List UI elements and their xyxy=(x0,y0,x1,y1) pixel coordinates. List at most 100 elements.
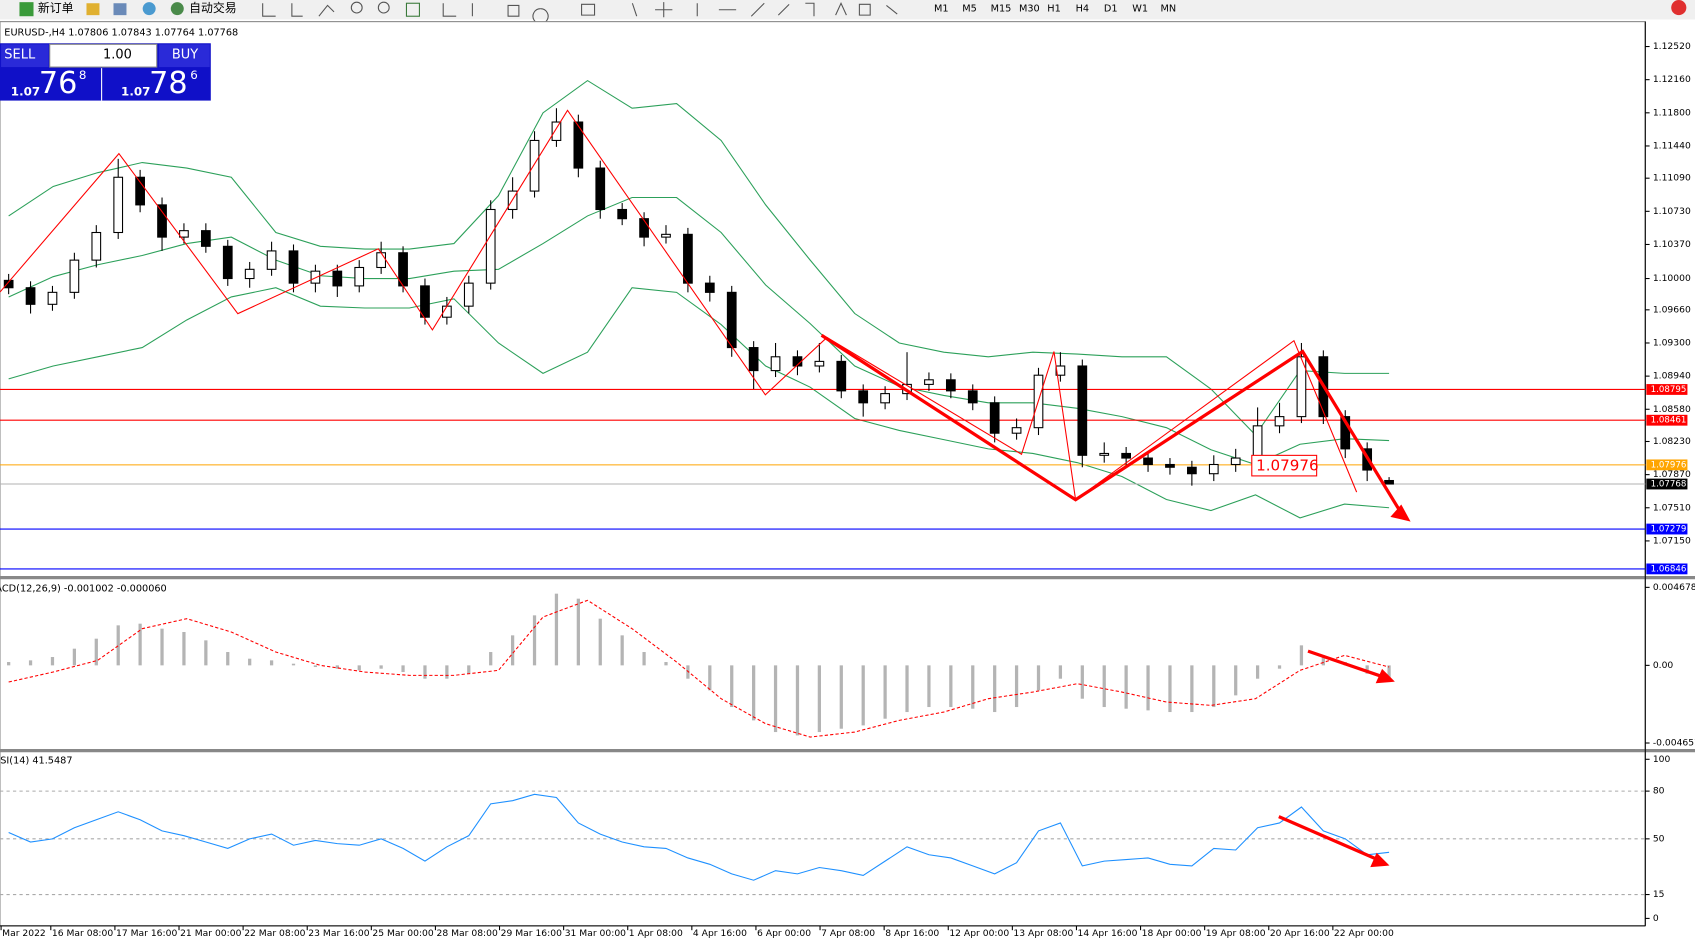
macd-bar xyxy=(1387,665,1391,683)
macd-bar xyxy=(1058,665,1063,679)
macd-bar xyxy=(1080,665,1084,699)
candle-body xyxy=(617,208,628,220)
candle-body xyxy=(200,230,211,247)
band-line xyxy=(8,287,1390,519)
candle-body xyxy=(1187,466,1197,475)
timeframe-button[interactable]: W1 xyxy=(1132,4,1148,15)
auto-trading[interactable]: 自动交易 xyxy=(189,1,236,15)
candle-body xyxy=(1099,452,1110,456)
candle-body xyxy=(1274,416,1285,427)
alert-icon[interactable] xyxy=(1671,0,1687,16)
trade-panel: SELL 1.00 BUY 1.07 76 8 1.07 78 6 xyxy=(0,43,211,101)
buy-button[interactable] xyxy=(158,44,210,68)
macd-bar xyxy=(817,665,821,733)
signal-line xyxy=(8,599,1390,738)
x-tick-label: 6 Apr 00:00 xyxy=(757,928,811,939)
macd-bar xyxy=(1124,665,1128,709)
annotation: 1.07976 xyxy=(1256,457,1319,475)
new-order-icon[interactable] xyxy=(19,2,34,17)
candle-body xyxy=(47,291,58,305)
chart-area xyxy=(0,21,1646,927)
candle-body xyxy=(310,270,321,284)
tile-icon[interactable] xyxy=(405,2,420,17)
timeframe-button[interactable]: H4 xyxy=(1076,4,1089,15)
lots-input[interactable] xyxy=(49,43,158,68)
arrow-head xyxy=(1390,504,1411,522)
band-line xyxy=(8,79,1390,436)
candle-body xyxy=(485,208,496,284)
y-tick-label: 1.11800 xyxy=(1653,107,1691,118)
x-tick-label: 20 Apr 16:00 xyxy=(1270,928,1330,939)
timeframe-button[interactable]: D1 xyxy=(1104,4,1118,15)
y-tick-label: 80 xyxy=(1653,786,1665,797)
chart-type-icons[interactable] xyxy=(262,3,335,17)
tool-icon[interactable] xyxy=(113,3,127,16)
macd-bar xyxy=(1212,665,1216,708)
candle-body xyxy=(1055,365,1066,376)
auto-trading-icon[interactable] xyxy=(170,2,184,16)
sell-button[interactable] xyxy=(1,44,49,68)
macd-bar xyxy=(971,665,975,709)
macd-bar xyxy=(1321,655,1325,666)
macd-bar xyxy=(50,657,55,666)
tool-icon[interactable] xyxy=(86,3,100,16)
price-tag xyxy=(1646,384,1688,395)
buy-label[interactable]: BUY xyxy=(172,48,198,63)
arrow-line xyxy=(820,333,1403,514)
x-tick-label: 14 Apr 16:00 xyxy=(1078,928,1138,939)
candle-body xyxy=(1143,457,1153,466)
macd-bar xyxy=(839,665,843,729)
x-tick-label: 18 Apr 00:00 xyxy=(1142,928,1202,939)
zoom-in[interactable] xyxy=(350,1,363,14)
y-tick-label: 1.10370 xyxy=(1653,239,1691,250)
price-tag-label: 1.07768 xyxy=(1651,480,1687,490)
x-tick-label: 8 Apr 16:00 xyxy=(885,928,939,939)
lots-value[interactable]: 1.00 xyxy=(103,48,132,63)
y-tick-label: 50 xyxy=(1653,833,1665,844)
macd-bar xyxy=(752,665,756,721)
candle-body xyxy=(1121,452,1132,459)
sell-label[interactable]: SELL xyxy=(4,48,36,63)
timeframe-button[interactable]: M15 xyxy=(991,4,1012,15)
macd-bar xyxy=(576,598,580,666)
macd-bar xyxy=(1255,665,1260,679)
macd-bar xyxy=(72,648,77,666)
timeframe-button[interactable]: MN xyxy=(1161,4,1177,15)
macd-bar xyxy=(1190,665,1194,713)
band-line xyxy=(8,196,1390,466)
zoom-out[interactable] xyxy=(377,1,390,14)
ask-small: 6 xyxy=(190,68,198,82)
macd-bar xyxy=(730,665,734,708)
tool-icon[interactable] xyxy=(142,2,156,16)
price-tag xyxy=(1646,478,1688,490)
macd-bar xyxy=(1146,665,1150,711)
y-tick-label: 1.08230 xyxy=(1653,436,1691,447)
candle-body xyxy=(1384,479,1394,485)
macd-bar xyxy=(204,640,208,666)
macd-bar xyxy=(1234,665,1238,696)
candle-body xyxy=(91,231,102,261)
macd-bar xyxy=(1365,665,1369,674)
macd-bar xyxy=(905,665,909,713)
timeframe-button[interactable]: M30 xyxy=(1019,4,1040,15)
candle-body xyxy=(25,287,36,305)
candle-body xyxy=(639,218,649,238)
rsi-arrow xyxy=(1278,815,1379,862)
price-tag xyxy=(1646,414,1688,426)
new-order[interactable]: 新订单 xyxy=(38,1,74,15)
macd-bar xyxy=(160,628,164,666)
timeframe-button[interactable]: M1 xyxy=(934,4,949,15)
macd-bar xyxy=(445,665,449,679)
arrow-head xyxy=(1370,852,1390,868)
timeframe-button[interactable]: M5 xyxy=(962,4,977,15)
macd-bar xyxy=(795,665,800,736)
macd-bar xyxy=(313,665,318,668)
timeframe-button[interactable]: H1 xyxy=(1047,4,1060,15)
y-tick-label: 1.07510 xyxy=(1653,502,1691,513)
macd-bar xyxy=(949,665,953,708)
candle-body xyxy=(704,282,715,293)
x-tick-label: Mar 2022 xyxy=(2,928,46,939)
candle-body xyxy=(1296,356,1307,418)
candle-body xyxy=(222,245,233,280)
